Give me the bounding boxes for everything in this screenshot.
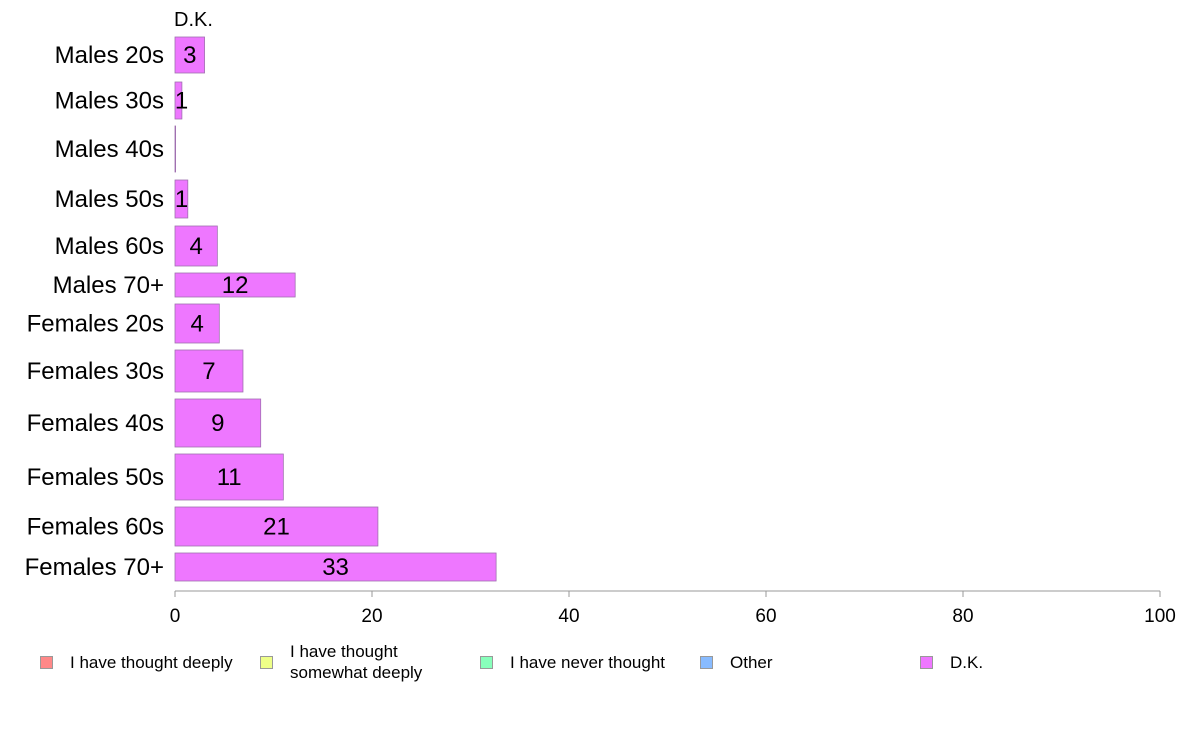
category-label: Females 60s xyxy=(27,514,164,541)
data-label: 12 xyxy=(222,272,249,299)
legend-item: I have thought deeply xyxy=(40,640,233,684)
x-tick-label: 0 xyxy=(170,606,181,627)
bar xyxy=(174,349,244,393)
bar xyxy=(174,272,296,298)
bar xyxy=(174,506,379,547)
data-label: 1 xyxy=(175,186,188,213)
data-label: 4 xyxy=(190,311,203,338)
category-label: Females 40s xyxy=(27,410,164,437)
x-tick-label: 20 xyxy=(361,606,382,627)
bar xyxy=(174,179,189,219)
bar xyxy=(174,552,497,582)
x-tick-label: 60 xyxy=(755,606,776,627)
bar xyxy=(174,303,220,344)
category-label: Males 20s xyxy=(55,42,164,69)
bar xyxy=(174,225,218,267)
bar xyxy=(174,398,262,448)
legend-swatch xyxy=(920,655,933,669)
legend-item: I have never thought xyxy=(480,640,665,684)
data-label: 21 xyxy=(263,514,290,541)
category-label: Males 40s xyxy=(55,136,164,163)
data-label: 1 xyxy=(175,88,188,115)
category-label: Females 70+ xyxy=(25,554,164,581)
legend-label: D.K. xyxy=(950,652,984,672)
bar-chart: D.K. Males 20s 3 Males 30s 1 Males 40s Males … xyxy=(25,9,1176,627)
category-label: Males 50s xyxy=(55,186,164,213)
bar xyxy=(174,453,284,501)
legend-swatch xyxy=(480,655,493,669)
bar xyxy=(174,36,205,74)
legend-item: Other xyxy=(700,640,773,684)
x-tick-label: 100 xyxy=(1144,606,1176,627)
data-label: 3 xyxy=(183,42,196,69)
chart-title: D.K. xyxy=(174,9,213,31)
legend-item: D.K. xyxy=(920,640,983,684)
x-tick-label: 80 xyxy=(952,606,973,627)
legend-swatch xyxy=(40,655,53,669)
data-label: 33 xyxy=(322,554,349,581)
legend-label: I have thought deeply xyxy=(70,652,233,672)
category-label: Males 30s xyxy=(55,88,164,115)
legend-swatch xyxy=(260,655,273,669)
data-label: 11 xyxy=(217,464,242,491)
data-label: 4 xyxy=(189,233,202,260)
legend-label: I have thought somewhat deeply xyxy=(290,642,423,682)
legend-swatch xyxy=(700,655,713,669)
category-label: Males 70+ xyxy=(53,272,164,299)
legend-label: Other xyxy=(730,652,773,672)
bar xyxy=(174,81,183,120)
legend-label: I have never thought xyxy=(510,652,666,672)
legend: I have thought deeply I have thought some… xyxy=(0,640,1188,700)
x-axis: 0 20 40 60 80 100 xyxy=(170,590,1176,627)
data-label: 7 xyxy=(202,358,215,385)
category-label: Females 50s xyxy=(27,464,164,491)
legend-item: I have thought somewhat deeply xyxy=(260,640,422,684)
x-tick-label: 40 xyxy=(558,606,579,627)
bar xyxy=(174,125,177,173)
category-label: Females 20s xyxy=(27,311,164,338)
category-label: Males 60s xyxy=(55,233,164,260)
category-label: Females 30s xyxy=(27,358,164,385)
data-label: 9 xyxy=(211,410,224,437)
